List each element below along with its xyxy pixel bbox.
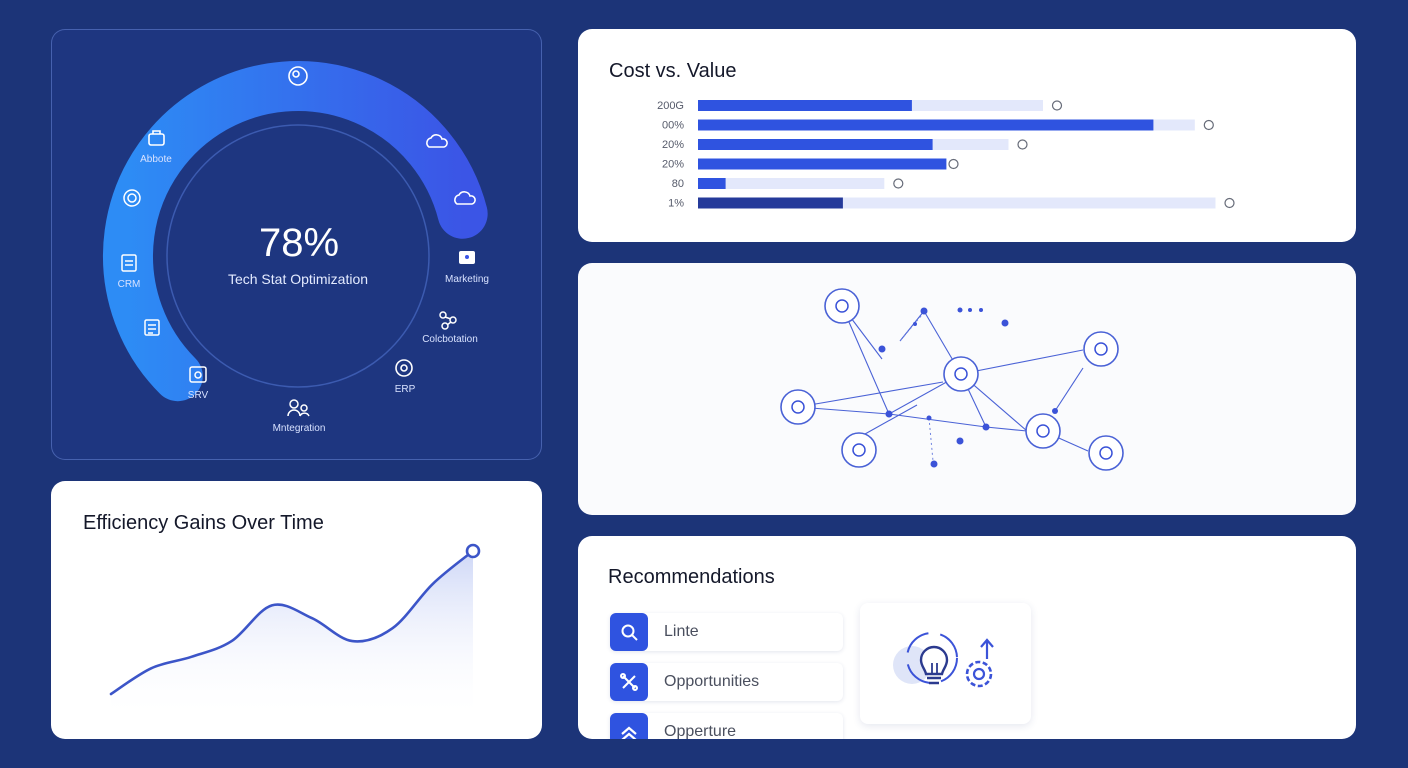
- tools-icon: [610, 663, 648, 701]
- chart-icon-glyph: [1036, 424, 1050, 438]
- trend-icon-glyph: [1099, 446, 1113, 460]
- eye-icon[interactable]: [1051, 100, 1063, 111]
- user-icon[interactable]: [943, 356, 979, 392]
- bar-category-label: 80: [672, 178, 684, 190]
- bar-value[interactable]: [698, 197, 843, 209]
- gauge-inner-ring: [166, 124, 430, 388]
- search-icon: [610, 613, 648, 651]
- chevron-up-icon: [610, 713, 648, 739]
- bar-category-label: 20%: [662, 139, 684, 151]
- efficiency-end-point[interactable]: [465, 543, 481, 559]
- target-icon: [395, 359, 413, 377]
- gauge-progress-arc: [103, 61, 488, 402]
- lightbulb-icon-glyph: [852, 443, 866, 457]
- segment-label: Colcbotation: [422, 334, 478, 345]
- close-icon[interactable]: [948, 158, 959, 170]
- bar-value[interactable]: [698, 119, 1154, 131]
- recommendation-item[interactable]: Linte: [610, 613, 843, 651]
- gauge-segment-marketing[interactable]: Marketing: [445, 251, 489, 285]
- chart-icon[interactable]: [1025, 413, 1061, 449]
- recommendation-label: Linte: [664, 623, 699, 640]
- gauge-segment-srv[interactable]: SRV: [188, 366, 209, 401]
- bar-value[interactable]: [698, 158, 947, 170]
- recommendation-label: Opperture: [664, 723, 737, 739]
- bag-icon: [189, 366, 207, 383]
- bar-category-label: 200G: [657, 100, 684, 112]
- image-icon-glyph: [1094, 342, 1108, 356]
- segment-label: CRM: [118, 279, 141, 290]
- segment-label: ERP: [395, 384, 416, 395]
- bar-category-label: 00%: [662, 120, 684, 132]
- gauge-label: Tech Stat Optimization: [228, 271, 368, 287]
- trend-icon[interactable]: [1088, 435, 1124, 471]
- gauge-icon[interactable]: [780, 389, 816, 425]
- efficiency-line: [109, 549, 475, 696]
- lightbulb-gear-icon: [893, 632, 994, 688]
- lightbulb-icon[interactable]: [841, 432, 877, 468]
- cloud-icon[interactable]: [288, 66, 308, 86]
- check-icon[interactable]: [1017, 139, 1028, 150]
- bar-track: [698, 178, 885, 189]
- gauge-segment-erp[interactable]: ERP: [395, 359, 416, 395]
- recommendation-label: Opportunities: [664, 673, 760, 690]
- bar-category-label: 20%: [662, 159, 684, 171]
- recommendation-item[interactable]: Opperture: [610, 713, 843, 739]
- cloud-icon[interactable]: [454, 191, 476, 205]
- gauge-segment-mntegration[interactable]: Mntegration: [273, 399, 326, 434]
- briefcase-icon: [148, 130, 165, 146]
- recommendations-title: Recommendations: [608, 566, 775, 588]
- gauge-segment-crm[interactable]: CRM: [118, 254, 141, 290]
- recommendation-item[interactable]: Opportunities: [610, 663, 843, 701]
- efficiency-panel: Efficiency Gains Over Time: [51, 481, 542, 739]
- gauge-segment-abbote[interactable]: Abbote: [140, 130, 172, 165]
- network-nodes: [780, 288, 1124, 471]
- network-diagram: [780, 288, 1124, 471]
- cloud-upload-icon[interactable]: [426, 134, 448, 148]
- target-icon[interactable]: [893, 178, 904, 189]
- share-icon: [439, 311, 457, 330]
- cost-value-panel: Cost vs. Value 200G 00% 20% 20% 80 1%: [578, 29, 1356, 242]
- gauge-chart: 78% Tech Stat Optimization Abbote Market…: [103, 61, 489, 434]
- bar-category-label: 1%: [668, 198, 684, 210]
- megaphone-icon: [459, 251, 475, 264]
- cost-chart-title: Cost vs. Value: [609, 60, 737, 82]
- database-icon-glyph: [835, 299, 849, 313]
- checklist-icon[interactable]: [144, 319, 160, 336]
- gauge-panel: 78% Tech Stat Optimization Abbote Market…: [51, 29, 542, 460]
- efficiency-area: [111, 551, 473, 721]
- recommendations-panel: Recommendations Linte Opportunities Oppe…: [578, 536, 1356, 739]
- gauge-value: 78%: [259, 221, 339, 265]
- gauge-icon-glyph: [791, 400, 805, 414]
- segment-label: Marketing: [445, 274, 489, 285]
- people-icon: [287, 399, 310, 417]
- paper-plane-icon[interactable]: [1224, 197, 1235, 209]
- efficiency-chart: [109, 543, 481, 721]
- recommendation-card[interactable]: [860, 603, 1031, 724]
- segment-label: Mntegration: [273, 423, 326, 434]
- bar-value[interactable]: [698, 100, 912, 111]
- cost-value-chart: 200G 00% 20% 20% 80 1%: [657, 100, 1235, 210]
- user-icon-glyph: [954, 367, 968, 381]
- help-icon[interactable]: [1203, 119, 1214, 131]
- gauge-segment-colcbotation[interactable]: Colcbotation: [422, 311, 478, 345]
- bar-track: [698, 197, 1216, 209]
- network-panel: [578, 263, 1356, 515]
- image-icon[interactable]: [1083, 331, 1119, 367]
- bar-value[interactable]: [698, 139, 933, 150]
- network-dashed-edges: [899, 315, 934, 462]
- database-icon[interactable]: [824, 288, 860, 324]
- efficiency-title: Efficiency Gains Over Time: [83, 512, 324, 534]
- network-dots: [878, 307, 1058, 468]
- bar-value[interactable]: [698, 178, 726, 189]
- segment-label: Abbote: [140, 154, 172, 165]
- settings-icon[interactable]: [123, 189, 141, 207]
- segment-label: SRV: [188, 390, 209, 401]
- clipboard-icon: [121, 254, 137, 272]
